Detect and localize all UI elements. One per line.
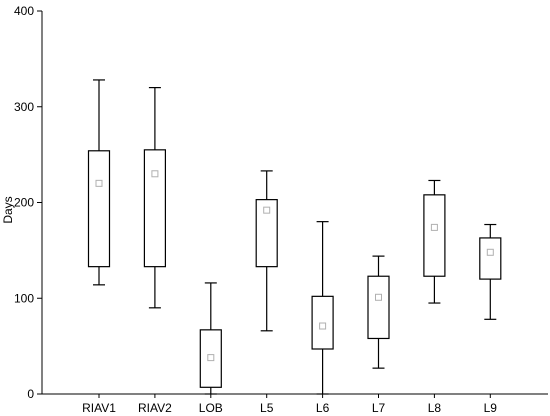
mean-marker: [151, 170, 159, 178]
y-tick-label: 100: [14, 291, 34, 305]
box-riav2: [143, 86, 166, 309]
y-tick-label: 200: [14, 196, 34, 210]
mean-marker: [486, 248, 494, 256]
x-tick-label: L6: [316, 401, 330, 415]
y-axis-label: Days: [1, 196, 15, 223]
box-riav1: [87, 79, 111, 286]
y-tick-label: 300: [14, 100, 34, 114]
box-body: [143, 149, 166, 268]
y-axis-ticks: 0 100 200 300 400: [14, 4, 42, 401]
mean-marker: [430, 223, 438, 231]
box-series: [87, 79, 502, 395]
y-tick-label: 0: [27, 387, 34, 401]
x-tick-label: L5: [260, 401, 274, 415]
mean-marker: [375, 293, 382, 301]
mean-marker: [207, 354, 215, 362]
x-tick-label: RIAV1: [82, 401, 116, 415]
x-tick-label: L9: [484, 401, 498, 415]
box-body: [367, 275, 390, 340]
box-l5: [255, 170, 278, 332]
box-body: [87, 150, 111, 268]
box-l9: [479, 223, 502, 320]
box-body: [255, 199, 278, 268]
box-lob: [199, 282, 222, 395]
box-l6: [311, 221, 334, 395]
box-body: [479, 237, 502, 280]
y-tick-label: 400: [14, 4, 34, 18]
box-l7: [367, 255, 390, 369]
box-l8: [423, 179, 446, 304]
x-tick-label: LOB: [199, 401, 223, 415]
mean-marker: [319, 322, 327, 330]
x-tick-label: RIAV2: [138, 401, 172, 415]
axes: [41, 11, 548, 395]
x-axis-ticks: RIAV1 RIAV2 LOB L5 L6 L7 L8 L9: [82, 394, 497, 415]
x-tick-label: L7: [372, 401, 386, 415]
mean-marker: [95, 179, 103, 187]
x-tick-label: L8: [428, 401, 442, 415]
mean-marker: [263, 206, 271, 214]
box-body: [423, 194, 446, 277]
